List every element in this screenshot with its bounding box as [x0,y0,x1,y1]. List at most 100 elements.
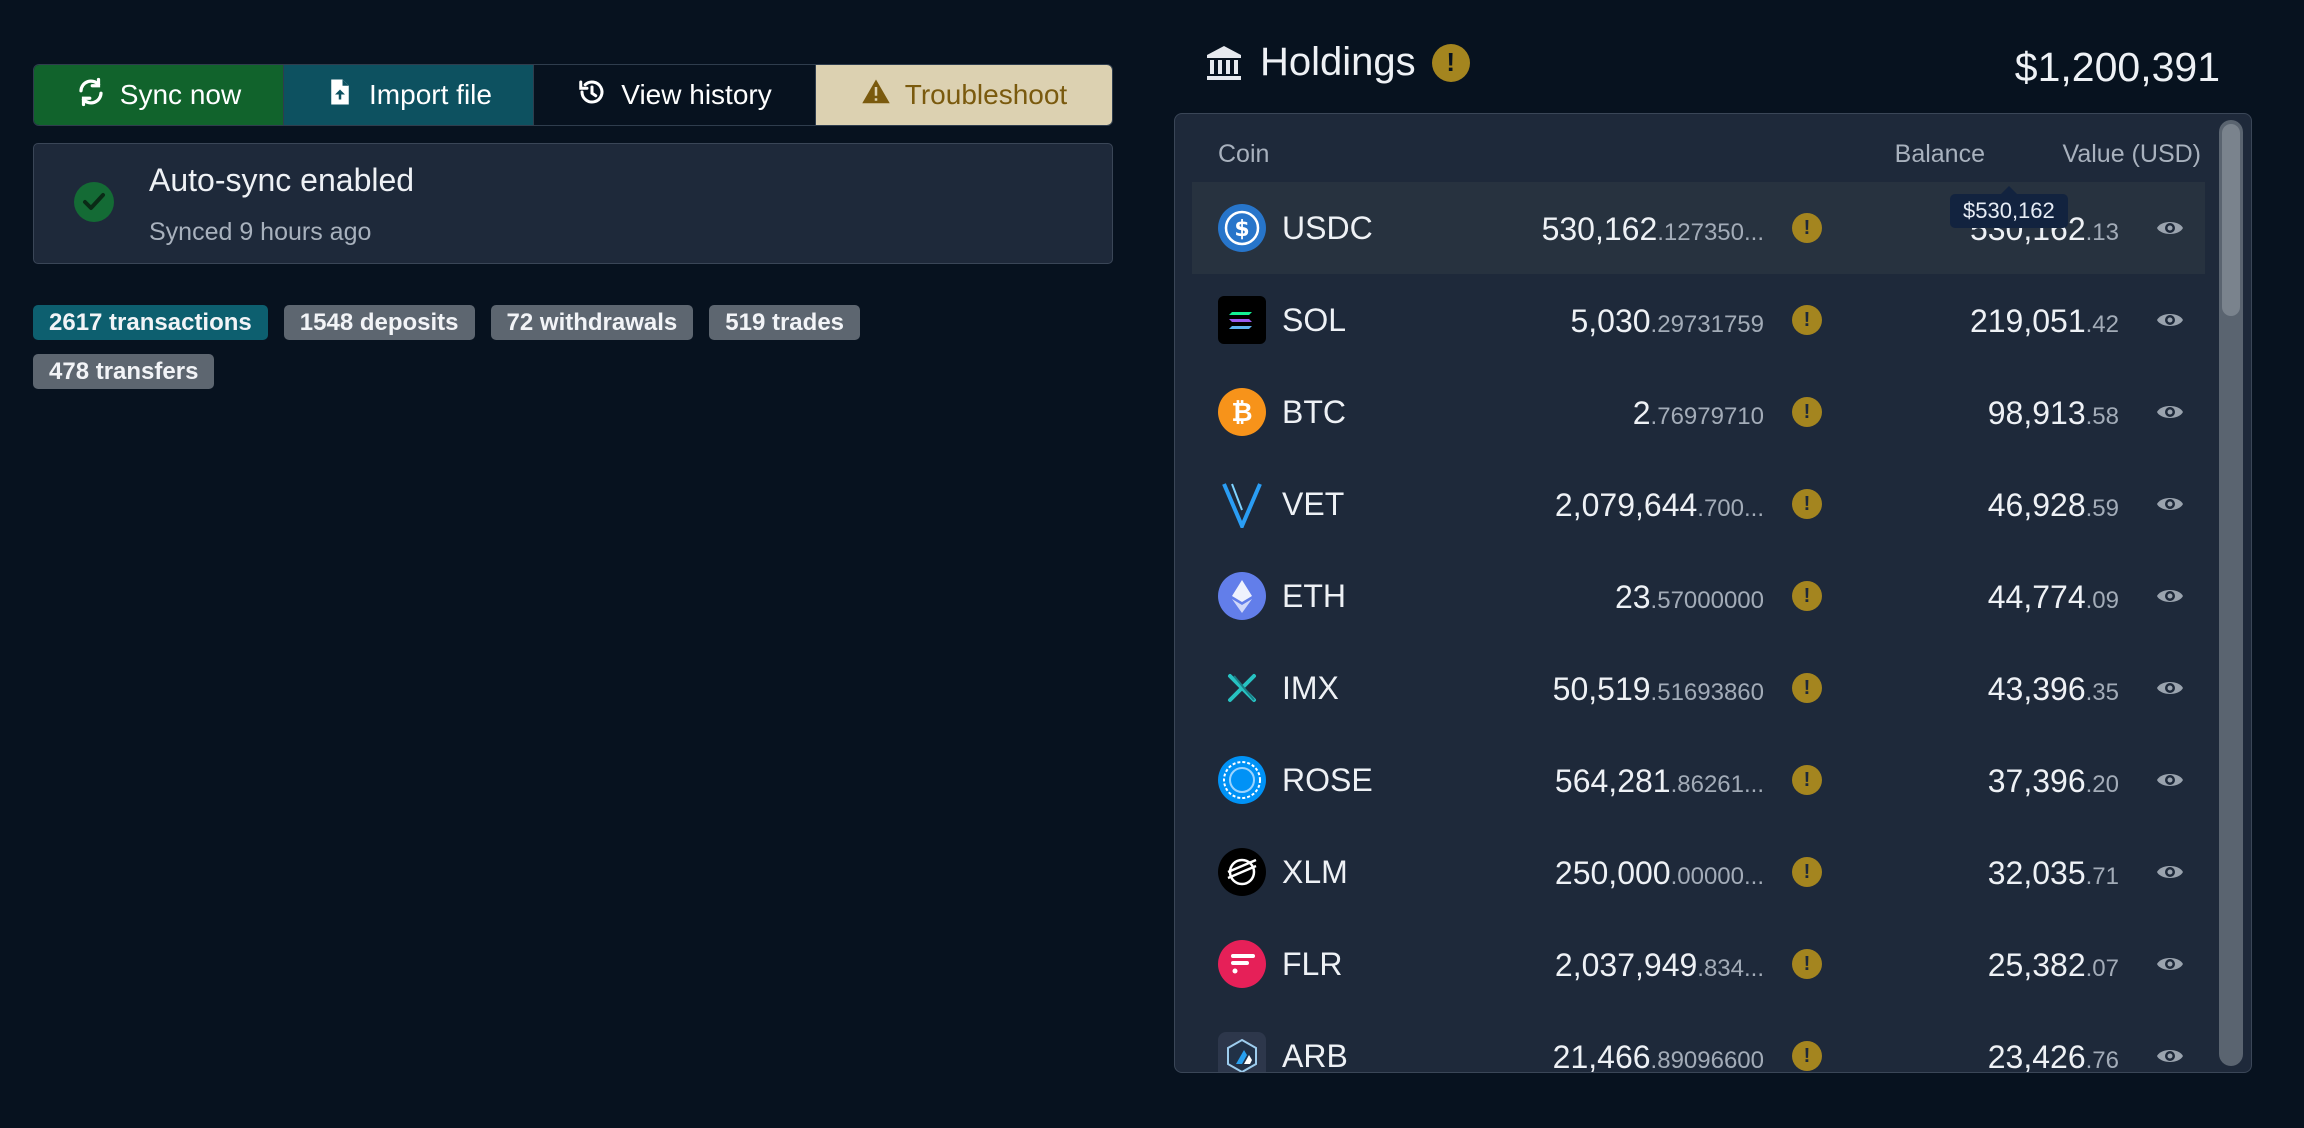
value-decimal: .58 [2085,403,2119,430]
eye-icon[interactable] [2155,491,2185,517]
table-row[interactable]: ETH 23.57000000 ! 44,774.09 [1192,550,2205,642]
value-decimal: .59 [2085,495,2119,522]
balance-warning-icon[interactable]: ! [1792,857,1822,887]
value-integer: 37,396 [1987,763,2086,799]
table-row[interactable]: SOL 5,030.29731759 ! 219,051.42 [1192,274,2205,366]
import-file-button[interactable]: Import file [284,65,534,125]
view-history-button[interactable]: View history [534,65,816,125]
balance-decimal: .700... [1697,495,1764,522]
eye-icon[interactable] [2155,583,2185,609]
balance-warning-icon[interactable]: ! [1792,673,1822,703]
balance-decimal: .89096600 [1650,1047,1764,1073]
table-row[interactable]: ROSE 564,281.86261... ! 37,396.20 [1192,734,2205,826]
balance-warning-icon[interactable]: ! [1792,305,1822,335]
holdings-title: Holdings [1260,40,1416,84]
arb-icon [1218,1032,1266,1072]
warning-triangle-icon [861,77,891,114]
refresh-icon [76,77,106,114]
balance-warning-icon[interactable]: ! [1792,581,1822,611]
scrollbar-thumb[interactable] [2222,124,2240,316]
balance-warning-icon[interactable]: ! [1792,213,1822,243]
balance-warning-icon[interactable]: ! [1792,949,1822,979]
balance-integer: 5,030 [1570,303,1651,339]
balance-warning-icon[interactable]: ! [1792,1041,1822,1071]
balance-integer: 564,281 [1554,763,1671,799]
table-row[interactable]: IMX 50,519.51693860 ! 43,396.35 [1192,642,2205,734]
troubleshoot-label: Troubleshoot [904,79,1068,110]
value-decimal: .42 [2085,311,2119,338]
view-history-label: View history [621,79,772,110]
table-row[interactable]: XLM 250,000.00000... ! 32,035.71 [1192,826,2205,918]
sync-now-label: Sync now [119,79,242,110]
scrollbar[interactable] [2219,120,2243,1066]
svg-text:$: $ [1234,217,1249,242]
coin-symbol: USDC [1282,210,1373,246]
value-integer: 25,382 [1987,947,2086,983]
sync-toolbar: Sync now Import file View history T [33,64,1113,126]
value-decimal: .35 [2085,679,2119,706]
check-circle-icon [74,182,114,222]
balance-integer: 2,037,949 [1554,947,1698,983]
xlm-icon [1218,848,1266,896]
troubleshoot-button[interactable]: Troubleshoot [816,65,1112,125]
coin-balance: 5,030.29731759 [1570,303,1764,340]
coin-balance: 530,162.127350... [1542,211,1764,248]
balance-integer: 23 [1614,579,1651,615]
balance-integer: 2 [1632,395,1651,431]
holdings-warning-icon[interactable]: ! [1431,43,1470,82]
balance-decimal: .29731759 [1650,311,1764,338]
trades-badge[interactable]: 519 trades [709,305,861,340]
coin-value: 46,928.59 [1988,487,2119,524]
coin-value: 23,426.76 [1988,1039,2119,1072]
value-decimal: .13 [2085,219,2119,246]
coin-value: 43,396.35 [1988,671,2119,708]
coin-symbol: ROSE [1282,762,1373,798]
value-integer: 46,928 [1987,487,2086,523]
coin-balance: 564,281.86261... [1555,763,1764,800]
withdrawals-badge[interactable]: 72 withdrawals [490,305,694,340]
holdings-total: $1,200,391 [2014,44,2220,90]
sync-now-button[interactable]: Sync now [34,65,284,125]
eye-icon[interactable] [2155,675,2185,701]
sol-icon [1218,296,1266,344]
balance-integer: 530,162 [1541,211,1658,247]
table-row[interactable]: FLR 2,037,949.834... ! 25,382.07 [1192,918,2205,1010]
balance-warning-icon[interactable]: ! [1792,489,1822,519]
table-header: Coin Balance Value (USD) [1175,140,2205,180]
eye-icon[interactable] [2155,399,2185,425]
column-coin[interactable]: Coin [1218,140,1270,168]
coin-symbol: ARB [1282,1038,1348,1073]
eye-icon[interactable] [2155,951,2185,977]
eye-icon[interactable] [2155,859,2185,885]
balance-integer: 250,000 [1554,855,1671,891]
coin-symbol: XLM [1282,854,1348,890]
value-decimal: .71 [2085,863,2119,890]
transactions-badge[interactable]: 2617 transactions [33,305,268,340]
column-value[interactable]: Value (USD) [2062,140,2201,168]
eye-icon[interactable] [2155,1043,2185,1069]
balance-warning-icon[interactable]: ! [1792,765,1822,795]
balance-warning-icon[interactable]: ! [1792,397,1822,427]
coin-balance: 2,079,644.700... [1555,487,1764,524]
coin-value: 25,382.07 [1988,947,2119,984]
coin-balance: 250,000.00000... [1555,855,1764,892]
deposits-badge[interactable]: 1548 deposits [283,305,475,340]
balance-decimal: .834... [1697,955,1764,982]
table-row[interactable]: ARB 21,466.89096600 ! 23,426.76 [1192,1010,2205,1073]
coin-symbol: FLR [1282,946,1343,982]
file-upload-icon [325,77,355,114]
eye-icon[interactable] [2155,307,2185,333]
value-integer: 219,051 [1969,303,2086,339]
holdings-header: Holdings ! [1204,40,1470,85]
table-row[interactable]: ₿ BTC 2.76979710 ! 98,913.58 [1192,366,2205,458]
balance-integer: 50,519 [1552,671,1651,707]
eth-icon [1218,572,1266,620]
transfers-badge[interactable]: 478 transfers [33,354,215,389]
eye-icon[interactable] [2155,215,2185,241]
eye-icon[interactable] [2155,767,2185,793]
table-row[interactable]: VET 2,079,644.700... ! 46,928.59 [1192,458,2205,550]
coin-symbol: ETH [1282,578,1346,614]
value-tooltip: $530,162 [1950,186,2068,228]
column-balance[interactable]: Balance [1894,140,1985,168]
value-integer: 44,774 [1987,579,2086,615]
